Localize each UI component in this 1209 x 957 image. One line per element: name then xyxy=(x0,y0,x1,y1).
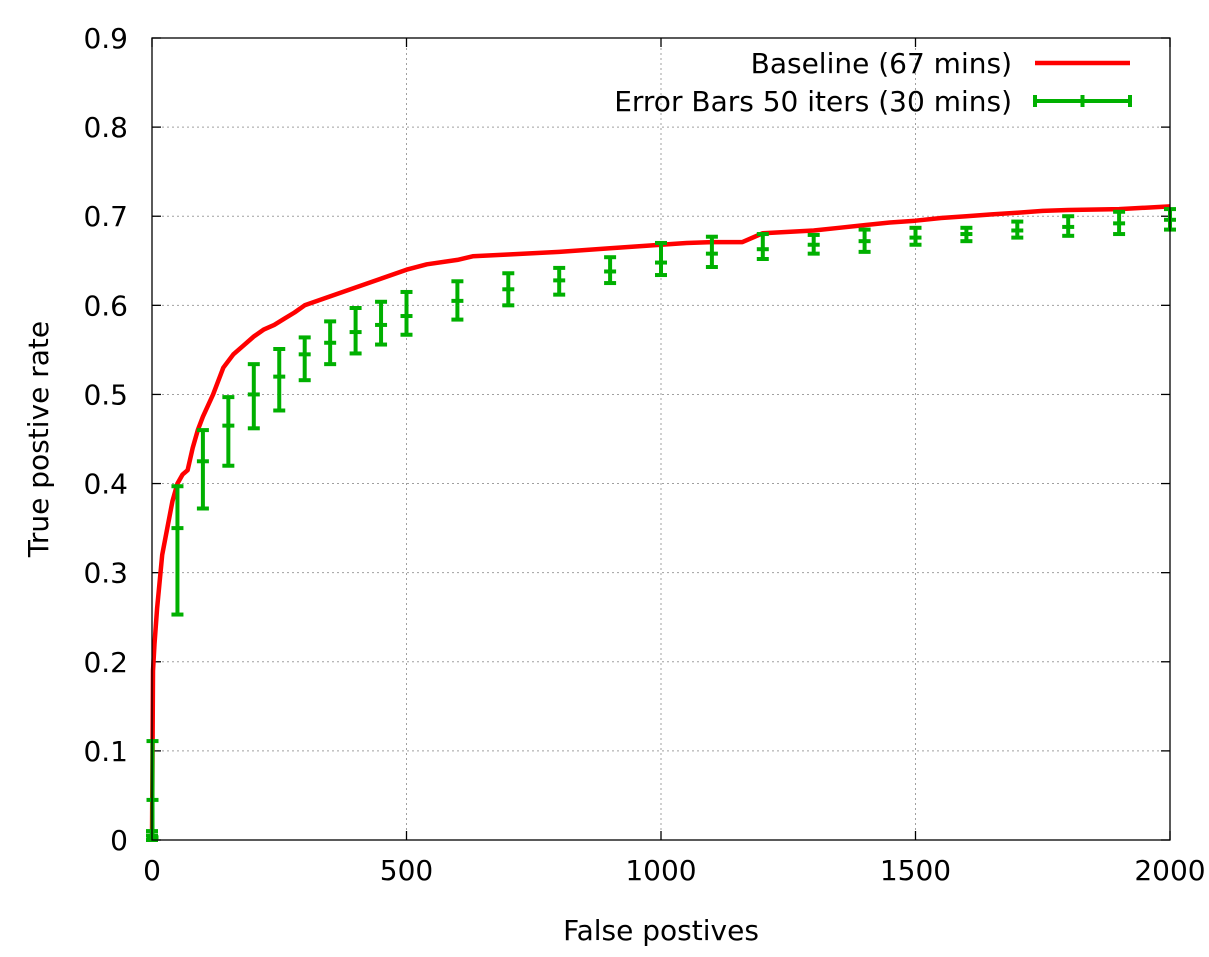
error-bar-point xyxy=(705,234,718,270)
legend-label-baseline: Baseline (67 mins) xyxy=(751,47,1012,80)
legend: Baseline (67 mins) Error Bars 50 iters (… xyxy=(614,47,1132,118)
series-error-bars xyxy=(146,207,1176,842)
error-bar-point xyxy=(553,265,566,297)
y-tick-label: 0.2 xyxy=(83,646,128,679)
y-tick-label: 0.3 xyxy=(83,557,128,590)
series-line-baseline xyxy=(149,204,1171,841)
error-bar-point xyxy=(324,319,337,367)
y-tick-label: 0.9 xyxy=(83,22,128,55)
error-bar-point xyxy=(349,306,362,356)
plot-frame xyxy=(151,37,1171,841)
error-bar-point xyxy=(909,225,922,247)
y-tick-label: 0.5 xyxy=(83,378,128,411)
error-bar-point xyxy=(756,232,769,261)
y-axis-title: True postive rate xyxy=(22,321,55,558)
error-bar-point xyxy=(222,395,235,468)
x-tick-labels: 0 500 1000 1500 2000 xyxy=(143,854,1206,887)
y-tick-label: 0 xyxy=(110,824,128,857)
legend-label-error-bars: Error Bars 50 iters (30 mins) xyxy=(614,85,1012,118)
y-tick-label: 0.6 xyxy=(83,289,128,322)
y-tick-label: 0.4 xyxy=(83,468,128,501)
error-bar-point xyxy=(655,240,667,278)
error-bar-point xyxy=(1011,219,1024,240)
error-bar-point xyxy=(375,299,388,347)
y-tick-label: 0.8 xyxy=(83,111,128,144)
error-bar-point xyxy=(502,271,515,308)
error-bar-point xyxy=(273,346,286,413)
x-tick-label: 2000 xyxy=(1134,854,1205,887)
grid-lines xyxy=(152,38,1170,840)
y-tick-label: 0.7 xyxy=(83,200,128,233)
error-bar-point xyxy=(1062,214,1075,238)
x-axis-title: False postives xyxy=(563,914,759,947)
error-bar-point xyxy=(807,232,820,256)
x-tick-label: 1000 xyxy=(625,854,696,887)
error-bar-point xyxy=(604,255,617,286)
x-tick-label: 500 xyxy=(380,854,433,887)
y-tick-labels: 0 0.1 0.2 0.3 0.4 0.5 0.6 0.7 0.8 0.9 xyxy=(83,22,128,857)
error-bar-point xyxy=(451,279,464,322)
x-tick-label: 1500 xyxy=(880,854,951,887)
legend-swatch-error-bars xyxy=(1033,95,1132,107)
error-bar-point xyxy=(1113,209,1126,237)
y-tick-label: 0.1 xyxy=(83,735,128,768)
plot-series xyxy=(146,204,1176,842)
error-bar-point xyxy=(960,225,973,244)
error-bar-point xyxy=(298,335,311,383)
error-bar-point xyxy=(858,227,871,254)
error-bar-point xyxy=(196,428,209,511)
error-bar-point xyxy=(400,289,413,337)
error-bar-point xyxy=(247,362,260,431)
x-tick-label: 0 xyxy=(143,854,161,887)
error-bar-point xyxy=(171,484,184,617)
